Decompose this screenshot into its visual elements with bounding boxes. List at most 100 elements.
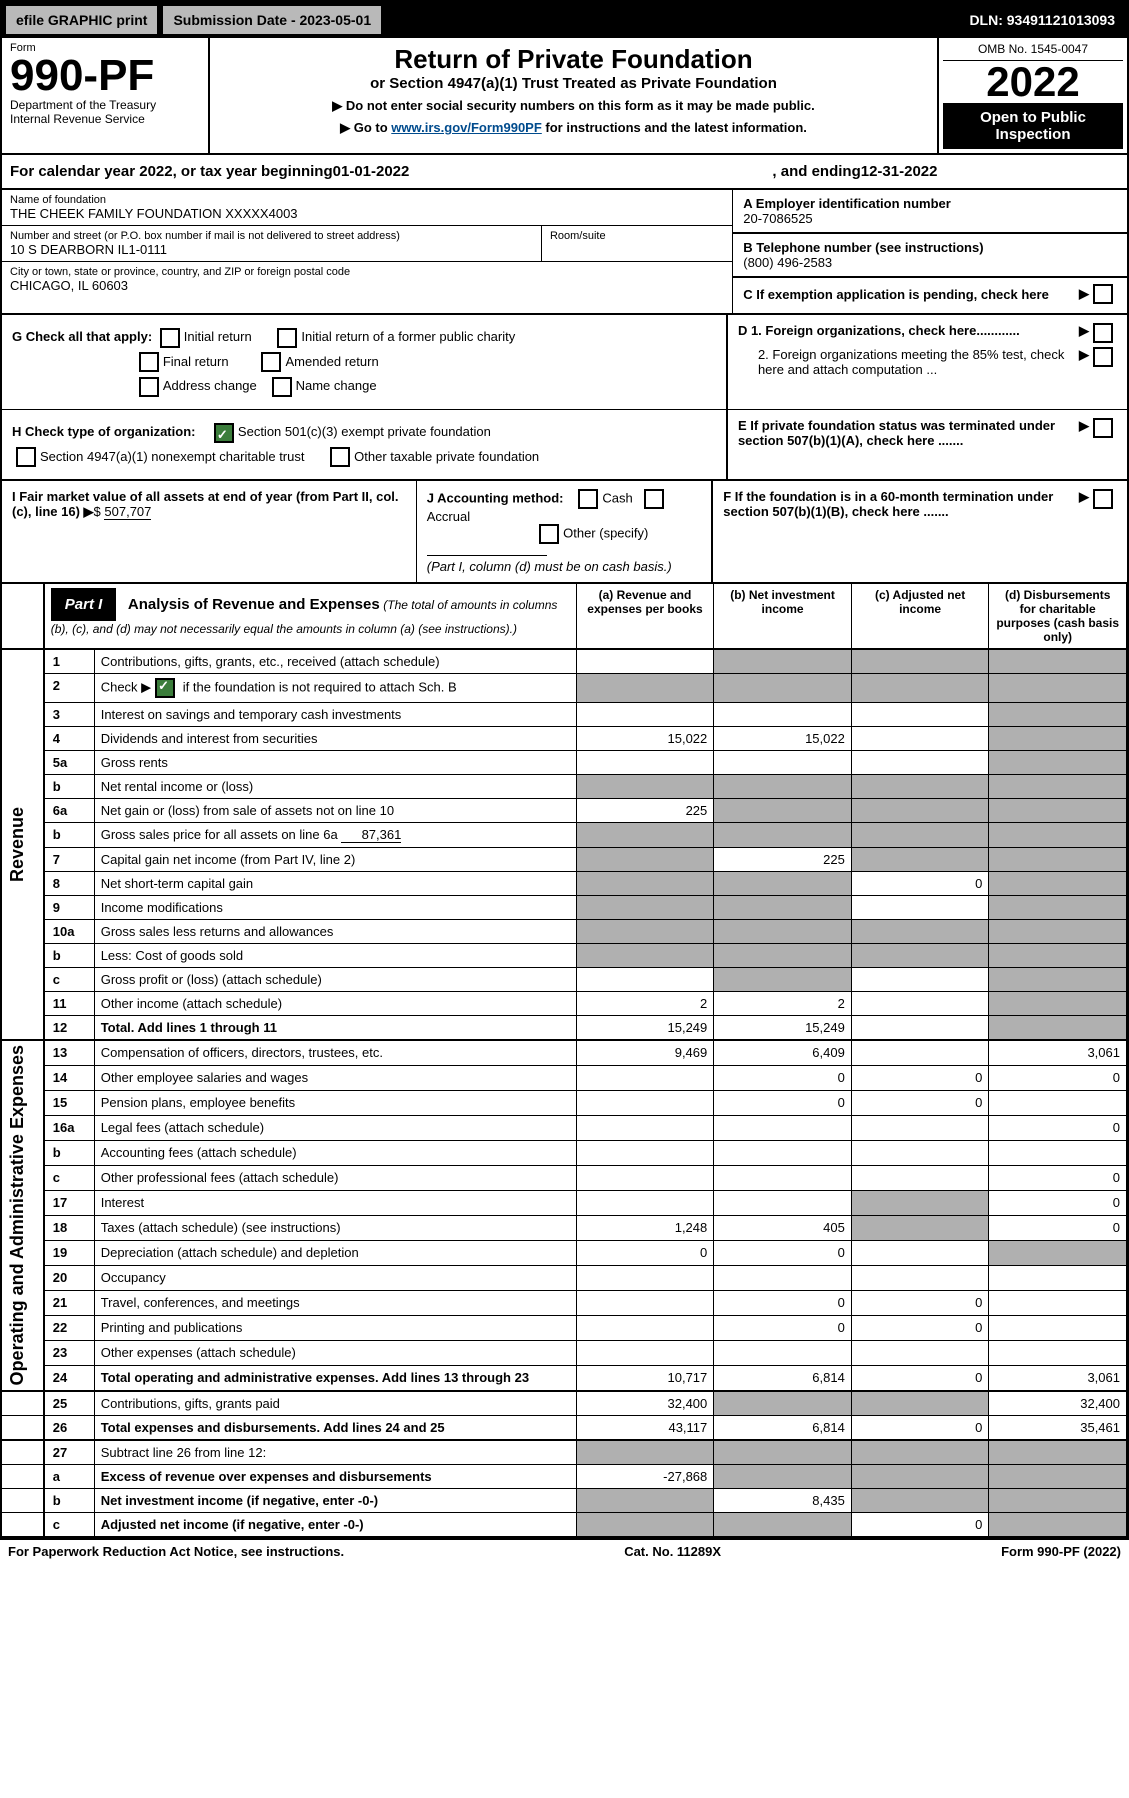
ein-label: A Employer identification number bbox=[743, 196, 1117, 211]
i-label: I Fair market value of all assets at end… bbox=[12, 489, 399, 519]
j-cash-checkbox[interactable] bbox=[578, 489, 598, 509]
v27a: -27,868 bbox=[576, 1464, 714, 1488]
line-5b: Net rental income or (loss) bbox=[94, 775, 576, 799]
j-accrual-checkbox[interactable] bbox=[644, 489, 664, 509]
line-21: Travel, conferences, and meetings bbox=[94, 1290, 576, 1315]
line-12: Total. Add lines 1 through 11 bbox=[94, 1016, 576, 1041]
city-value: CHICAGO, IL 60603 bbox=[10, 278, 724, 293]
part1-title: Analysis of Revenue and Expenses bbox=[120, 596, 380, 613]
e-checkbox[interactable] bbox=[1093, 418, 1113, 438]
v13b: 6,409 bbox=[714, 1040, 852, 1065]
line-18: Taxes (attach schedule) (see instruction… bbox=[94, 1216, 576, 1241]
line-6b: Gross sales price for all assets on line… bbox=[101, 827, 338, 842]
col-c-header: (c) Adjusted net income bbox=[851, 584, 989, 649]
top-bar: efile GRAPHIC print Submission Date - 20… bbox=[2, 2, 1127, 38]
h-4947-checkbox[interactable] bbox=[16, 447, 36, 467]
form-number: 990-PF bbox=[10, 54, 200, 98]
line-2-post: if the foundation is not required to att… bbox=[179, 680, 457, 695]
h-label: H Check type of organization: bbox=[12, 424, 195, 439]
city-label: City or town, state or province, country… bbox=[10, 266, 724, 278]
v19a: 0 bbox=[576, 1241, 714, 1266]
line-16b: Accounting fees (attach schedule) bbox=[94, 1141, 576, 1166]
v7b: 225 bbox=[714, 848, 852, 872]
h-other-label: Other taxable private foundation bbox=[354, 449, 539, 464]
h-501c3-label: Section 501(c)(3) exempt private foundat… bbox=[238, 424, 491, 439]
efile-print-button[interactable]: efile GRAPHIC print bbox=[6, 6, 157, 34]
c-checkbox[interactable] bbox=[1093, 284, 1113, 304]
name-change-label: Name change bbox=[296, 378, 377, 393]
ein-value: 20-7086525 bbox=[743, 211, 1117, 226]
footer: For Paperwork Reduction Act Notice, see … bbox=[0, 1540, 1129, 1563]
h-501c3-checkbox[interactable] bbox=[214, 423, 234, 443]
v19b: 0 bbox=[714, 1241, 852, 1266]
v24a: 10,717 bbox=[576, 1365, 714, 1391]
d1-checkbox[interactable] bbox=[1093, 323, 1113, 343]
name-change-checkbox[interactable] bbox=[272, 377, 292, 397]
v26c: 0 bbox=[851, 1415, 989, 1440]
line-27: Subtract line 26 from line 12: bbox=[94, 1440, 576, 1465]
final-return-checkbox[interactable] bbox=[139, 352, 159, 372]
v12a: 15,249 bbox=[576, 1016, 714, 1041]
form990pf-link[interactable]: www.irs.gov/Form990PF bbox=[391, 120, 542, 135]
line-5a: Gross rents bbox=[94, 751, 576, 775]
footer-mid: Cat. No. 11289X bbox=[624, 1544, 721, 1559]
c-label: C If exemption application is pending, c… bbox=[743, 287, 1079, 302]
note2-post: for instructions and the latest informat… bbox=[542, 120, 807, 135]
cal-pre: For calendar year 2022, or tax year begi… bbox=[10, 163, 333, 180]
line-3: Interest on savings and temporary cash i… bbox=[94, 703, 576, 727]
line-13: Compensation of officers, directors, tru… bbox=[94, 1040, 576, 1065]
line-24: Total operating and administrative expen… bbox=[101, 1370, 529, 1385]
v26b: 6,814 bbox=[714, 1415, 852, 1440]
v21c: 0 bbox=[851, 1290, 989, 1315]
foundation-name: THE CHEEK FAMILY FOUNDATION XXXXX4003 bbox=[10, 206, 724, 221]
irs-label: Internal Revenue Service bbox=[10, 112, 200, 126]
j-cash-label: Cash bbox=[602, 491, 632, 506]
v21b: 0 bbox=[714, 1290, 852, 1315]
v14d: 0 bbox=[989, 1066, 1127, 1091]
h-other-checkbox[interactable] bbox=[330, 447, 350, 467]
line-16c: Other professional fees (attach schedule… bbox=[94, 1166, 576, 1191]
col-d-header: (d) Disbursements for charitable purpose… bbox=[989, 584, 1127, 649]
part1-table: Part I Analysis of Revenue and Expenses … bbox=[2, 584, 1127, 1537]
addr-change-checkbox[interactable] bbox=[139, 377, 159, 397]
v14c: 0 bbox=[851, 1066, 989, 1091]
line-9: Income modifications bbox=[94, 896, 576, 920]
line-27b: Net investment income (if negative, ente… bbox=[94, 1488, 576, 1512]
v4a: 15,022 bbox=[576, 727, 714, 751]
initial-return-checkbox[interactable] bbox=[160, 328, 180, 348]
f-checkbox[interactable] bbox=[1093, 489, 1113, 509]
note-ssn: ▶ Do not enter social security numbers o… bbox=[216, 98, 931, 114]
col-a-header: (a) Revenue and expenses per books bbox=[576, 584, 714, 649]
form-container: efile GRAPHIC print Submission Date - 20… bbox=[0, 0, 1129, 1540]
v18a: 1,248 bbox=[576, 1216, 714, 1241]
arrow-icon: ▶ bbox=[1079, 286, 1089, 302]
v15b: 0 bbox=[714, 1091, 852, 1116]
initial-former-checkbox[interactable] bbox=[277, 328, 297, 348]
v27c: 0 bbox=[851, 1512, 989, 1537]
v18b: 405 bbox=[714, 1216, 852, 1241]
g-label: G Check all that apply: bbox=[12, 329, 152, 344]
v6a: 225 bbox=[576, 799, 714, 823]
dept-treasury: Department of the Treasury bbox=[10, 98, 200, 112]
amended-return-checkbox[interactable] bbox=[261, 352, 281, 372]
line-7: Capital gain net income (from Part IV, l… bbox=[94, 848, 576, 872]
line-2-pre: Check ▶ bbox=[101, 680, 151, 695]
h-4947-label: Section 4947(a)(1) nonexempt charitable … bbox=[40, 449, 304, 464]
footer-right: Form 990-PF (2022) bbox=[1001, 1544, 1121, 1559]
l2-checkbox[interactable] bbox=[155, 678, 175, 698]
v16cd: 0 bbox=[989, 1166, 1127, 1191]
note2-pre: ▶ Go to bbox=[340, 120, 391, 135]
addr-label: Number and street (or P.O. box number if… bbox=[10, 230, 533, 242]
open-to-public: Open to Public Inspection bbox=[943, 103, 1123, 149]
dln-label: DLN: 93491121013093 bbox=[969, 12, 1123, 28]
j-other-checkbox[interactable] bbox=[539, 524, 559, 544]
d2-checkbox[interactable] bbox=[1093, 347, 1113, 367]
j-accrual-label: Accrual bbox=[427, 509, 470, 524]
revenue-side-label: Revenue bbox=[2, 649, 44, 1040]
address: 10 S DEARBORN IL1-0111 bbox=[10, 242, 533, 257]
initial-return-label: Initial return bbox=[184, 329, 252, 344]
v16ad: 0 bbox=[989, 1116, 1127, 1141]
line-26: Total expenses and disbursements. Add li… bbox=[94, 1415, 576, 1440]
tax-year: 2022 bbox=[943, 61, 1123, 103]
phone-value: (800) 496-2583 bbox=[743, 255, 1117, 270]
